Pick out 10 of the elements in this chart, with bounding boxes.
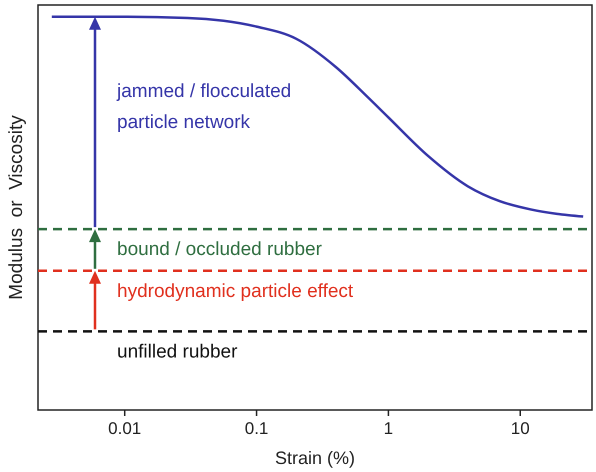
x-axis-title: Strain (%) (274, 448, 356, 468)
annotation: unfilled rubber (117, 341, 238, 362)
x-tick-label: 0.1 (244, 419, 268, 438)
x-tick-label: 0.01 (108, 419, 142, 438)
annotation: bound / occluded rubber (117, 239, 323, 260)
x-tick-label: 10 (510, 419, 530, 438)
y-axis-title: Modulus or Viscosity (6, 114, 27, 300)
annotation: jammed / flocculated particle network (116, 80, 292, 133)
x-tick-label: 1 (384, 419, 394, 438)
annotation: hydrodynamic particle effect (117, 280, 354, 302)
